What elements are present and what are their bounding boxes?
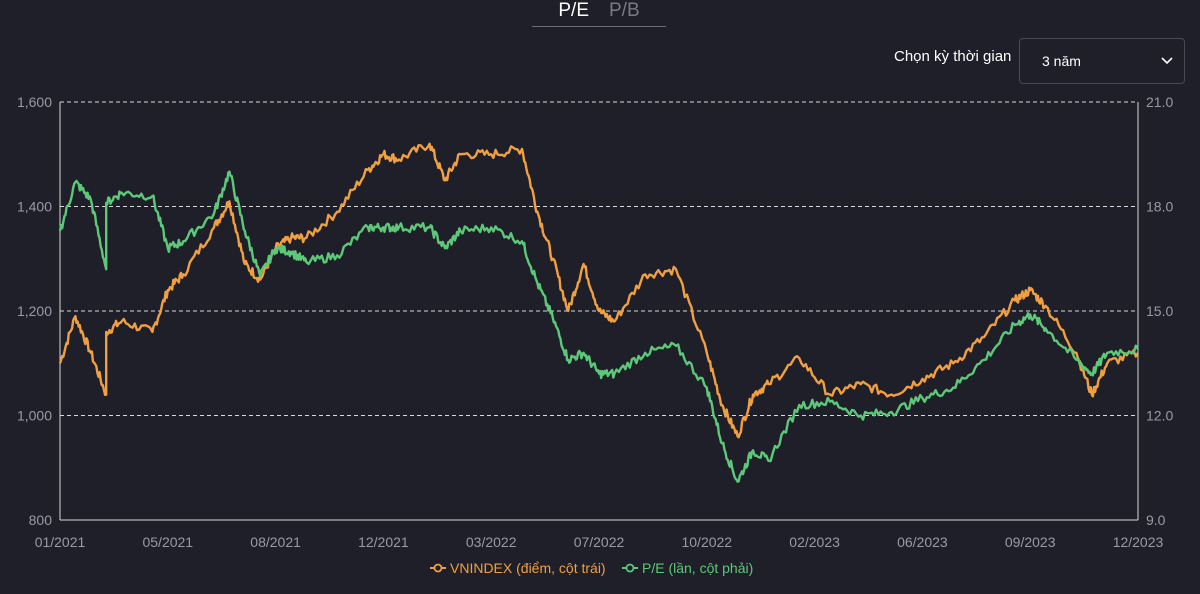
x-tick-label: 01/2021 xyxy=(35,534,86,550)
x-tick-label: 07/2022 xyxy=(574,534,625,550)
x-tick-label: 12/2023 xyxy=(1113,534,1164,550)
legend-label: P/E (lần, cột phải) xyxy=(642,560,753,576)
x-tick-label: 02/2023 xyxy=(789,534,840,550)
y-left-tick-label: 1,400 xyxy=(17,199,52,215)
x-tick-label: 10/2022 xyxy=(681,534,732,550)
tab-pb[interactable]: P/B xyxy=(609,0,640,21)
period-label: Chọn kỳ thời gian xyxy=(894,48,1012,65)
x-tick-label: 03/2022 xyxy=(466,534,517,550)
y-right-tick-label: 15.0 xyxy=(1146,303,1173,319)
ratio-tabs: P/E P/B xyxy=(532,0,666,27)
grid xyxy=(60,101,1138,416)
y-left-tick-label: 1,200 xyxy=(17,303,52,319)
y-left-tick-label: 1,600 xyxy=(17,94,52,110)
y-right-tick-label: 9.0 xyxy=(1146,512,1166,528)
legend-marker xyxy=(625,563,635,573)
y-right-tick-label: 12.0 xyxy=(1146,408,1173,424)
series-line-vnindex xyxy=(58,142,1140,439)
chevron-down-icon xyxy=(1161,57,1173,65)
legend-marker xyxy=(433,563,443,573)
x-tick-label: 08/2021 xyxy=(250,534,301,550)
y-left-tick-label: 800 xyxy=(29,512,53,528)
y-right-tick-label: 21.0 xyxy=(1146,94,1173,110)
period-select-value: 3 năm xyxy=(1042,53,1081,69)
y-left-tick-label: 1,000 xyxy=(17,408,52,424)
axes: 800 9.0 1,000 12.0 1,200 15.0 1,400 18.0 1,600 21… xyxy=(17,94,1174,550)
x-tick-label: 06/2023 xyxy=(897,534,948,550)
x-tick-label: 05/2021 xyxy=(142,534,193,550)
y-right-tick-label: 18.0 xyxy=(1146,199,1173,215)
x-tick-label: 12/2021 xyxy=(358,534,409,550)
series-line-pe xyxy=(58,170,1140,483)
x-tick-label: 09/2023 xyxy=(1005,534,1056,550)
period-select[interactable]: 3 năm xyxy=(1019,38,1185,84)
legend-label: VNINDEX (điểm, cột trái) xyxy=(450,560,606,576)
series-layer xyxy=(58,142,1140,483)
legend: VNINDEX (điểm, cột trái) P/E (lần, cột ph… xyxy=(430,560,753,576)
tab-pe[interactable]: P/E xyxy=(558,0,589,21)
